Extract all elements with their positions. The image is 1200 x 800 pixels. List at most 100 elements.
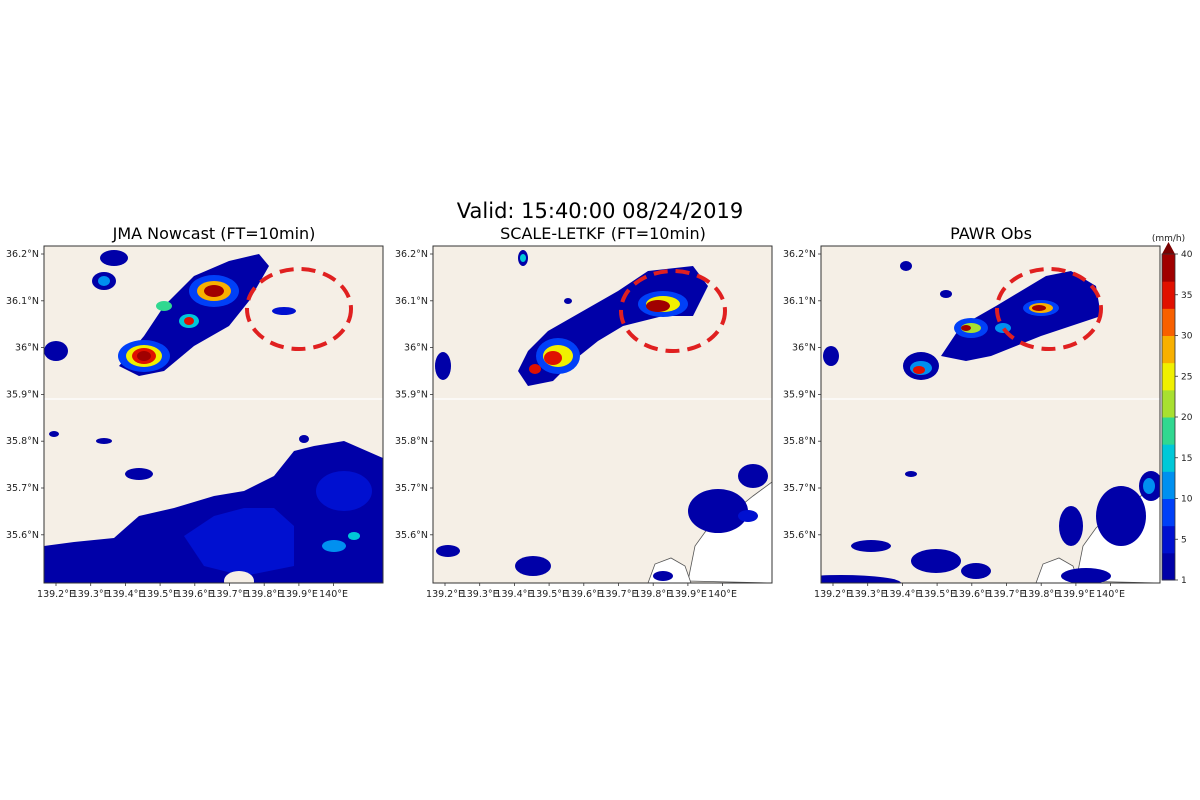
rain-cell-cyan-2 xyxy=(348,532,360,540)
lon-label: 139.9°E xyxy=(669,589,707,600)
rain-cell-s-1 xyxy=(851,540,891,552)
rain-cell-se-core xyxy=(738,510,758,522)
rain-band-north xyxy=(941,271,1101,361)
colorbar-tick-label: 5 xyxy=(1181,535,1187,545)
rain-cell-s-3 xyxy=(961,563,991,579)
rain-cell-west xyxy=(823,346,839,366)
lat-label: 35.8°N xyxy=(395,436,428,447)
rain-cell-s-3 xyxy=(653,571,673,581)
colorbar-segment xyxy=(1162,444,1175,472)
rain-cell-s-1 xyxy=(436,545,460,557)
colorbar-tick-label: 40 xyxy=(1181,250,1193,260)
lat-label: 35.7°N xyxy=(395,483,428,494)
colorbar-segment xyxy=(1162,552,1175,581)
rain-cell-small xyxy=(905,471,917,477)
lon-label: 140°E xyxy=(1096,589,1125,600)
colorbar-tick-label: 25 xyxy=(1181,372,1192,382)
lon-label: 139.7°E xyxy=(211,589,249,600)
lat-label: 36.1°N xyxy=(783,296,816,307)
colorbar-segment xyxy=(1162,525,1175,554)
map-area xyxy=(44,246,383,583)
rain-cell-sw-red xyxy=(544,351,562,365)
rain-cell-s-2 xyxy=(515,556,551,576)
rain-cell-small xyxy=(96,438,112,444)
colorbar-segment xyxy=(1162,362,1175,391)
lon-label: 139.4°E xyxy=(495,589,533,600)
colorbar-segment xyxy=(1162,389,1175,418)
lon-label: 139.8°E xyxy=(1022,589,1060,600)
map-frame xyxy=(43,245,384,584)
lat-label: 35.6°N xyxy=(395,530,428,541)
rain-cell-nw-2 xyxy=(940,290,952,298)
rain-cell-center-core xyxy=(204,285,224,297)
rain-cell-nw-core xyxy=(520,254,526,262)
map-area xyxy=(821,246,1160,583)
lon-label: 139.5°E xyxy=(918,589,956,600)
lat-label: 35.9°N xyxy=(783,389,816,400)
colorbar-extend-arrow xyxy=(1162,242,1175,254)
colorbar-segment xyxy=(1162,498,1175,527)
lat-label: 36.2°N xyxy=(783,249,816,260)
lon-label: 139.9°E xyxy=(280,589,318,600)
lon-label: 140°E xyxy=(319,589,348,600)
clear-gap xyxy=(224,571,254,583)
map-panel-2: 36.2°N 36.1°N 36°N 35.9°N 35.8°N 35.7°N 35.6°N… xyxy=(395,245,773,600)
colorbar-unit: (mm/h) xyxy=(1152,234,1185,244)
rain-cell-sw-red-2 xyxy=(529,364,541,374)
rain-cell-se xyxy=(299,435,309,443)
lon-label: 139.2°E xyxy=(426,589,464,600)
rain-cell-small xyxy=(564,298,572,304)
rain-cell-s-edge xyxy=(821,575,901,583)
rain-cell-se xyxy=(688,489,748,533)
rain-cell-se-2 xyxy=(1096,486,1146,546)
lat-label: 36°N xyxy=(15,343,39,354)
rain-cell-sw-core xyxy=(913,366,925,374)
rain-cell-sw-core xyxy=(137,351,151,361)
colorbar-tick-label: 20 xyxy=(1181,413,1193,423)
map-panel-3: 36.2°N 36.1°N 36°N 35.9°N 35.8°N 35.7°N 35.6°N… xyxy=(783,245,1161,600)
colorbar-segment xyxy=(1162,281,1175,309)
lon-label: 139.7°E xyxy=(600,589,638,600)
lon-label: 139.3°E xyxy=(461,589,499,600)
figure-title: Valid: 15:40:00 08/24/2019 xyxy=(456,199,744,223)
colorbar-tick-label: 30 xyxy=(1181,332,1193,342)
lon-label: 139.3°E xyxy=(72,589,110,600)
lon-label: 139.8°E xyxy=(245,589,283,600)
lat-label: 36°N xyxy=(792,343,816,354)
lon-label: 139.5°E xyxy=(530,589,568,600)
rain-cell-ne-core xyxy=(1032,305,1046,311)
lat-label: 35.7°N xyxy=(6,483,39,494)
lat-label: 35.8°N xyxy=(783,436,816,447)
lon-label: 139.9°E xyxy=(1057,589,1095,600)
rain-cell-nw-core xyxy=(98,276,110,286)
rain-cell-west xyxy=(435,352,451,380)
rain-cell-cyan-1 xyxy=(322,540,346,552)
panel-title-pawr: PAWR Obs xyxy=(950,224,1032,243)
colorbar-tick-label: 15 xyxy=(1181,454,1192,464)
map-panel-1: 36.2°N 36.1°N 36°N 35.9°N 35.8°N 35.7°N 35.6°N… xyxy=(6,245,384,600)
rain-cell-small-2 xyxy=(125,468,153,480)
colorbar-segment xyxy=(1162,254,1175,282)
lat-label: 35.9°N xyxy=(6,389,39,400)
rain-area-south xyxy=(44,441,383,583)
rain-area-south-core xyxy=(184,508,294,576)
lon-label: 139.8°E xyxy=(634,589,672,600)
colorbar-segment xyxy=(1162,308,1175,336)
colorbar-segment xyxy=(1162,417,1175,445)
colorbar-segment xyxy=(1162,471,1175,499)
lon-label: 139.5°E xyxy=(141,589,179,600)
panel-title-jma: JMA Nowcast (FT=10min) xyxy=(112,224,316,243)
rain-cell-s-2 xyxy=(911,549,961,573)
lat-label: 35.9°N xyxy=(395,389,428,400)
lon-label: 139.6°E xyxy=(565,589,603,600)
rain-cell-east xyxy=(272,307,296,315)
lon-label: 139.6°E xyxy=(176,589,214,600)
rain-cell-mid-core xyxy=(184,317,194,325)
rain-cell-nw-2 xyxy=(100,250,128,266)
lon-label: 139.4°E xyxy=(883,589,921,600)
highlight-circle xyxy=(995,267,1103,351)
colorbar-tick-label: 1 xyxy=(1181,576,1187,586)
panel-title-scale: SCALE-LETKF (FT=10min) xyxy=(500,224,706,243)
